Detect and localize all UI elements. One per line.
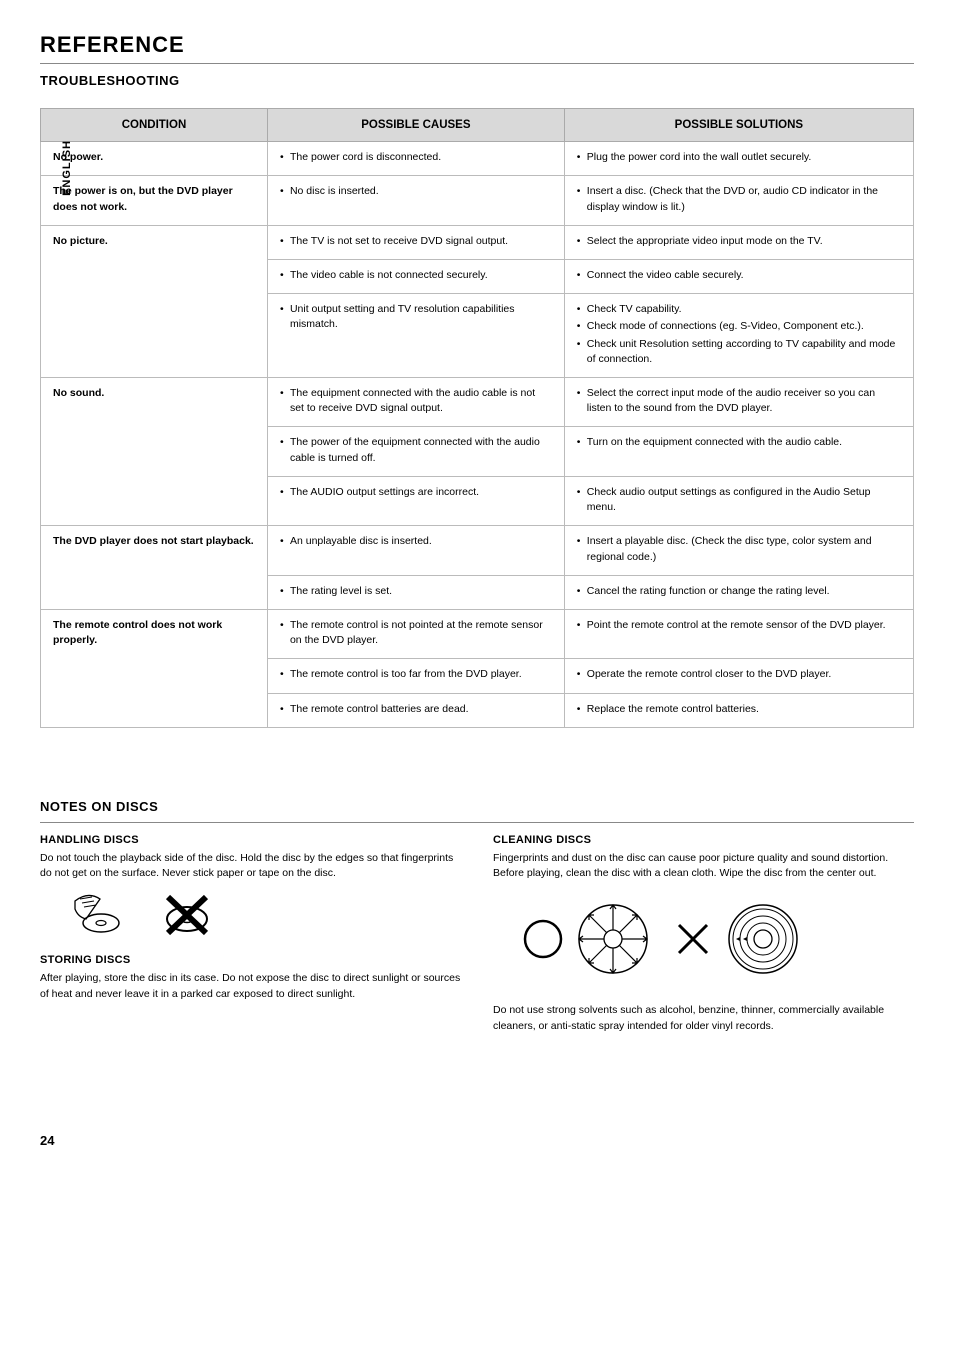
table-row: The DVD player does not start playback. … (41, 526, 914, 575)
handling-icons (70, 889, 461, 937)
cause-cell: The equipment connected with the audio c… (267, 378, 564, 427)
sol-item: Select the appropriate video input mode … (577, 234, 901, 249)
section-underline (40, 63, 914, 64)
table-row: The remote control does not work properl… (41, 610, 914, 659)
cause-cell: An unplayable disc is inserted. (267, 526, 564, 575)
cond-cell: No picture. (41, 225, 268, 377)
section-title: REFERENCE (40, 30, 914, 61)
cause-item: The video cable is not connected securel… (280, 268, 552, 283)
sol-cell: Insert a playable disc. (Check the disc … (564, 526, 913, 575)
sol-item: Turn on the equipment connected with the… (577, 435, 901, 450)
sol-item: Cancel the rating function or change the… (577, 584, 901, 599)
cause-item: The remote control batteries are dead. (280, 702, 552, 717)
th-causes: POSSIBLE CAUSES (267, 108, 564, 141)
footer: 24 (40, 1132, 914, 1150)
sol-cell: Operate the remote control closer to the… (564, 659, 913, 693)
sol-cell: Check TV capability. Check mode of conne… (564, 294, 913, 378)
table-row: The power is on, but the DVD player does… (41, 176, 914, 225)
cleaning-body1: Fingerprints and dust on the disc can ca… (493, 851, 914, 881)
handling-title: HANDLING DISCS (40, 833, 461, 849)
cleaning-body2: Do not use strong solvents such as alcoh… (493, 1003, 914, 1033)
sol-item: Select the correct input mode of the aud… (577, 386, 901, 416)
cause-cell: The power of the equipment connected wit… (267, 427, 564, 476)
sol-cell: Connect the video cable securely. (564, 259, 913, 293)
th-solutions: POSSIBLE SOLUTIONS (564, 108, 913, 141)
table-row: No power. The power cord is disconnected… (41, 142, 914, 176)
cause-item: The remote control is too far from the D… (280, 667, 552, 682)
th-condition: CONDITION (41, 108, 268, 141)
sol-cell: Plug the power cord into the wall outlet… (564, 142, 913, 176)
sol-cell: Insert a disc. (Check that the DVD or, a… (564, 176, 913, 225)
sol-cell: Turn on the equipment connected with the… (564, 427, 913, 476)
subhead-troubleshooting: TROUBLESHOOTING (40, 72, 914, 90)
troubleshooting-table: CONDITION POSSIBLE CAUSES POSSIBLE SOLUT… (40, 108, 914, 728)
cause-item: An unplayable disc is inserted. (280, 534, 552, 549)
sol-cell: Check audio output settings as configure… (564, 476, 913, 525)
subhead-notes: NOTES ON DISCS (40, 798, 914, 816)
language-tab: ENGLISH (60, 140, 75, 196)
cause-item: The TV is not set to receive DVD signal … (280, 234, 552, 249)
sol-cell: Cancel the rating function or change the… (564, 575, 913, 609)
cause-item: The power cord is disconnected. (280, 150, 552, 165)
cleaning-figure (513, 889, 914, 989)
disc-no-icon (162, 889, 212, 937)
handling-body: Do not touch the playback side of the di… (40, 851, 461, 881)
cause-cell: The rating level is set. (267, 575, 564, 609)
notes-left-column: HANDLING DISCS Do not touch the playback… (40, 833, 461, 1042)
cause-cell: The power cord is disconnected. (267, 142, 564, 176)
cond-cell: The DVD player does not start playback. (41, 526, 268, 610)
sol-item: Check TV capability. (577, 302, 901, 317)
storing-title: STORING DISCS (40, 953, 461, 969)
page-number: 24 (40, 1133, 54, 1148)
table-row: No picture. The TV is not set to receive… (41, 225, 914, 259)
sol-item: Operate the remote control closer to the… (577, 667, 901, 682)
sol-cell: Select the correct input mode of the aud… (564, 378, 913, 427)
notes-right-column: CLEANING DISCS Fingerprints and dust on … (493, 833, 914, 1042)
cond-cell: No sound. (41, 378, 268, 526)
cause-cell: The remote control batteries are dead. (267, 693, 564, 727)
notes-columns: HANDLING DISCS Do not touch the playback… (40, 833, 914, 1042)
sol-item: Point the remote control at the remote s… (577, 618, 901, 633)
disc-hold-icon (70, 889, 132, 937)
cause-cell: Unit output setting and TV resolution ca… (267, 294, 564, 378)
sol-cell: Replace the remote control batteries. (564, 693, 913, 727)
notes-underline (40, 822, 914, 823)
cause-item: The rating level is set. (280, 584, 552, 599)
sol-item: Check audio output settings as configure… (577, 485, 901, 515)
cause-cell: The remote control is not pointed at the… (267, 610, 564, 659)
storing-body: After playing, store the disc in its cas… (40, 971, 461, 1001)
cause-cell: No disc is inserted. (267, 176, 564, 225)
sol-item: Check mode of connections (eg. S-Video, … (577, 319, 901, 334)
sol-item: Insert a playable disc. (Check the disc … (577, 534, 901, 564)
cause-item: The remote control is not pointed at the… (280, 618, 552, 648)
cause-cell: The remote control is too far from the D… (267, 659, 564, 693)
cause-item: The power of the equipment connected wit… (280, 435, 552, 465)
sol-item: Connect the video cable securely. (577, 268, 901, 283)
cond-cell: The remote control does not work properl… (41, 610, 268, 728)
sol-item: Plug the power cord into the wall outlet… (577, 150, 901, 165)
table-row: No sound. The equipment connected with t… (41, 378, 914, 427)
cause-cell: The AUDIO output settings are incorrect. (267, 476, 564, 525)
cause-item: No disc is inserted. (280, 184, 552, 199)
cause-cell: The TV is not set to receive DVD signal … (267, 225, 564, 259)
cleaning-title: CLEANING DISCS (493, 833, 914, 849)
cause-item: The equipment connected with the audio c… (280, 386, 552, 416)
sol-cell: Point the remote control at the remote s… (564, 610, 913, 659)
sol-item: Replace the remote control batteries. (577, 702, 901, 717)
cause-item: Unit output setting and TV resolution ca… (280, 302, 552, 332)
cause-item: The AUDIO output settings are incorrect. (280, 485, 552, 500)
sol-item: Check unit Resolution setting according … (577, 337, 901, 367)
sol-item: Insert a disc. (Check that the DVD or, a… (577, 184, 901, 214)
cause-cell: The video cable is not connected securel… (267, 259, 564, 293)
sol-cell: Select the appropriate video input mode … (564, 225, 913, 259)
